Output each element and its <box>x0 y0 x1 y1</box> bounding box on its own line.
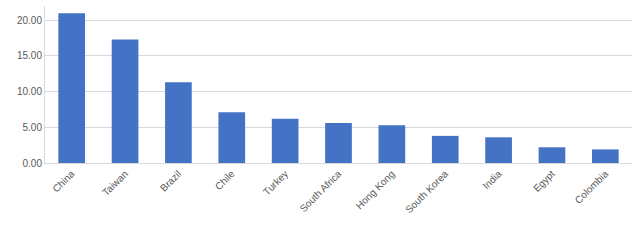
svg-text:0.00: 0.00 <box>23 158 43 169</box>
svg-text:China: China <box>50 168 77 195</box>
svg-text:20.00: 20.00 <box>17 15 42 26</box>
svg-text:Taiwan: Taiwan <box>100 168 130 198</box>
svg-text:5.00: 5.00 <box>23 122 43 133</box>
svg-text:15.00: 15.00 <box>17 50 42 61</box>
svg-text:10.00: 10.00 <box>17 86 42 97</box>
svg-text:Chile: Chile <box>213 168 237 192</box>
svg-text:Turkey: Turkey <box>261 168 290 197</box>
svg-text:Hong Kong: Hong Kong <box>354 168 397 211</box>
svg-text:Egypt: Egypt <box>531 168 557 194</box>
svg-text:India: India <box>480 168 503 191</box>
svg-text:Brazil: Brazil <box>158 168 183 193</box>
svg-text:South Korea: South Korea <box>403 168 450 215</box>
svg-text:South Africa: South Africa <box>298 168 344 214</box>
svg-text:Colombia: Colombia <box>573 168 611 206</box>
